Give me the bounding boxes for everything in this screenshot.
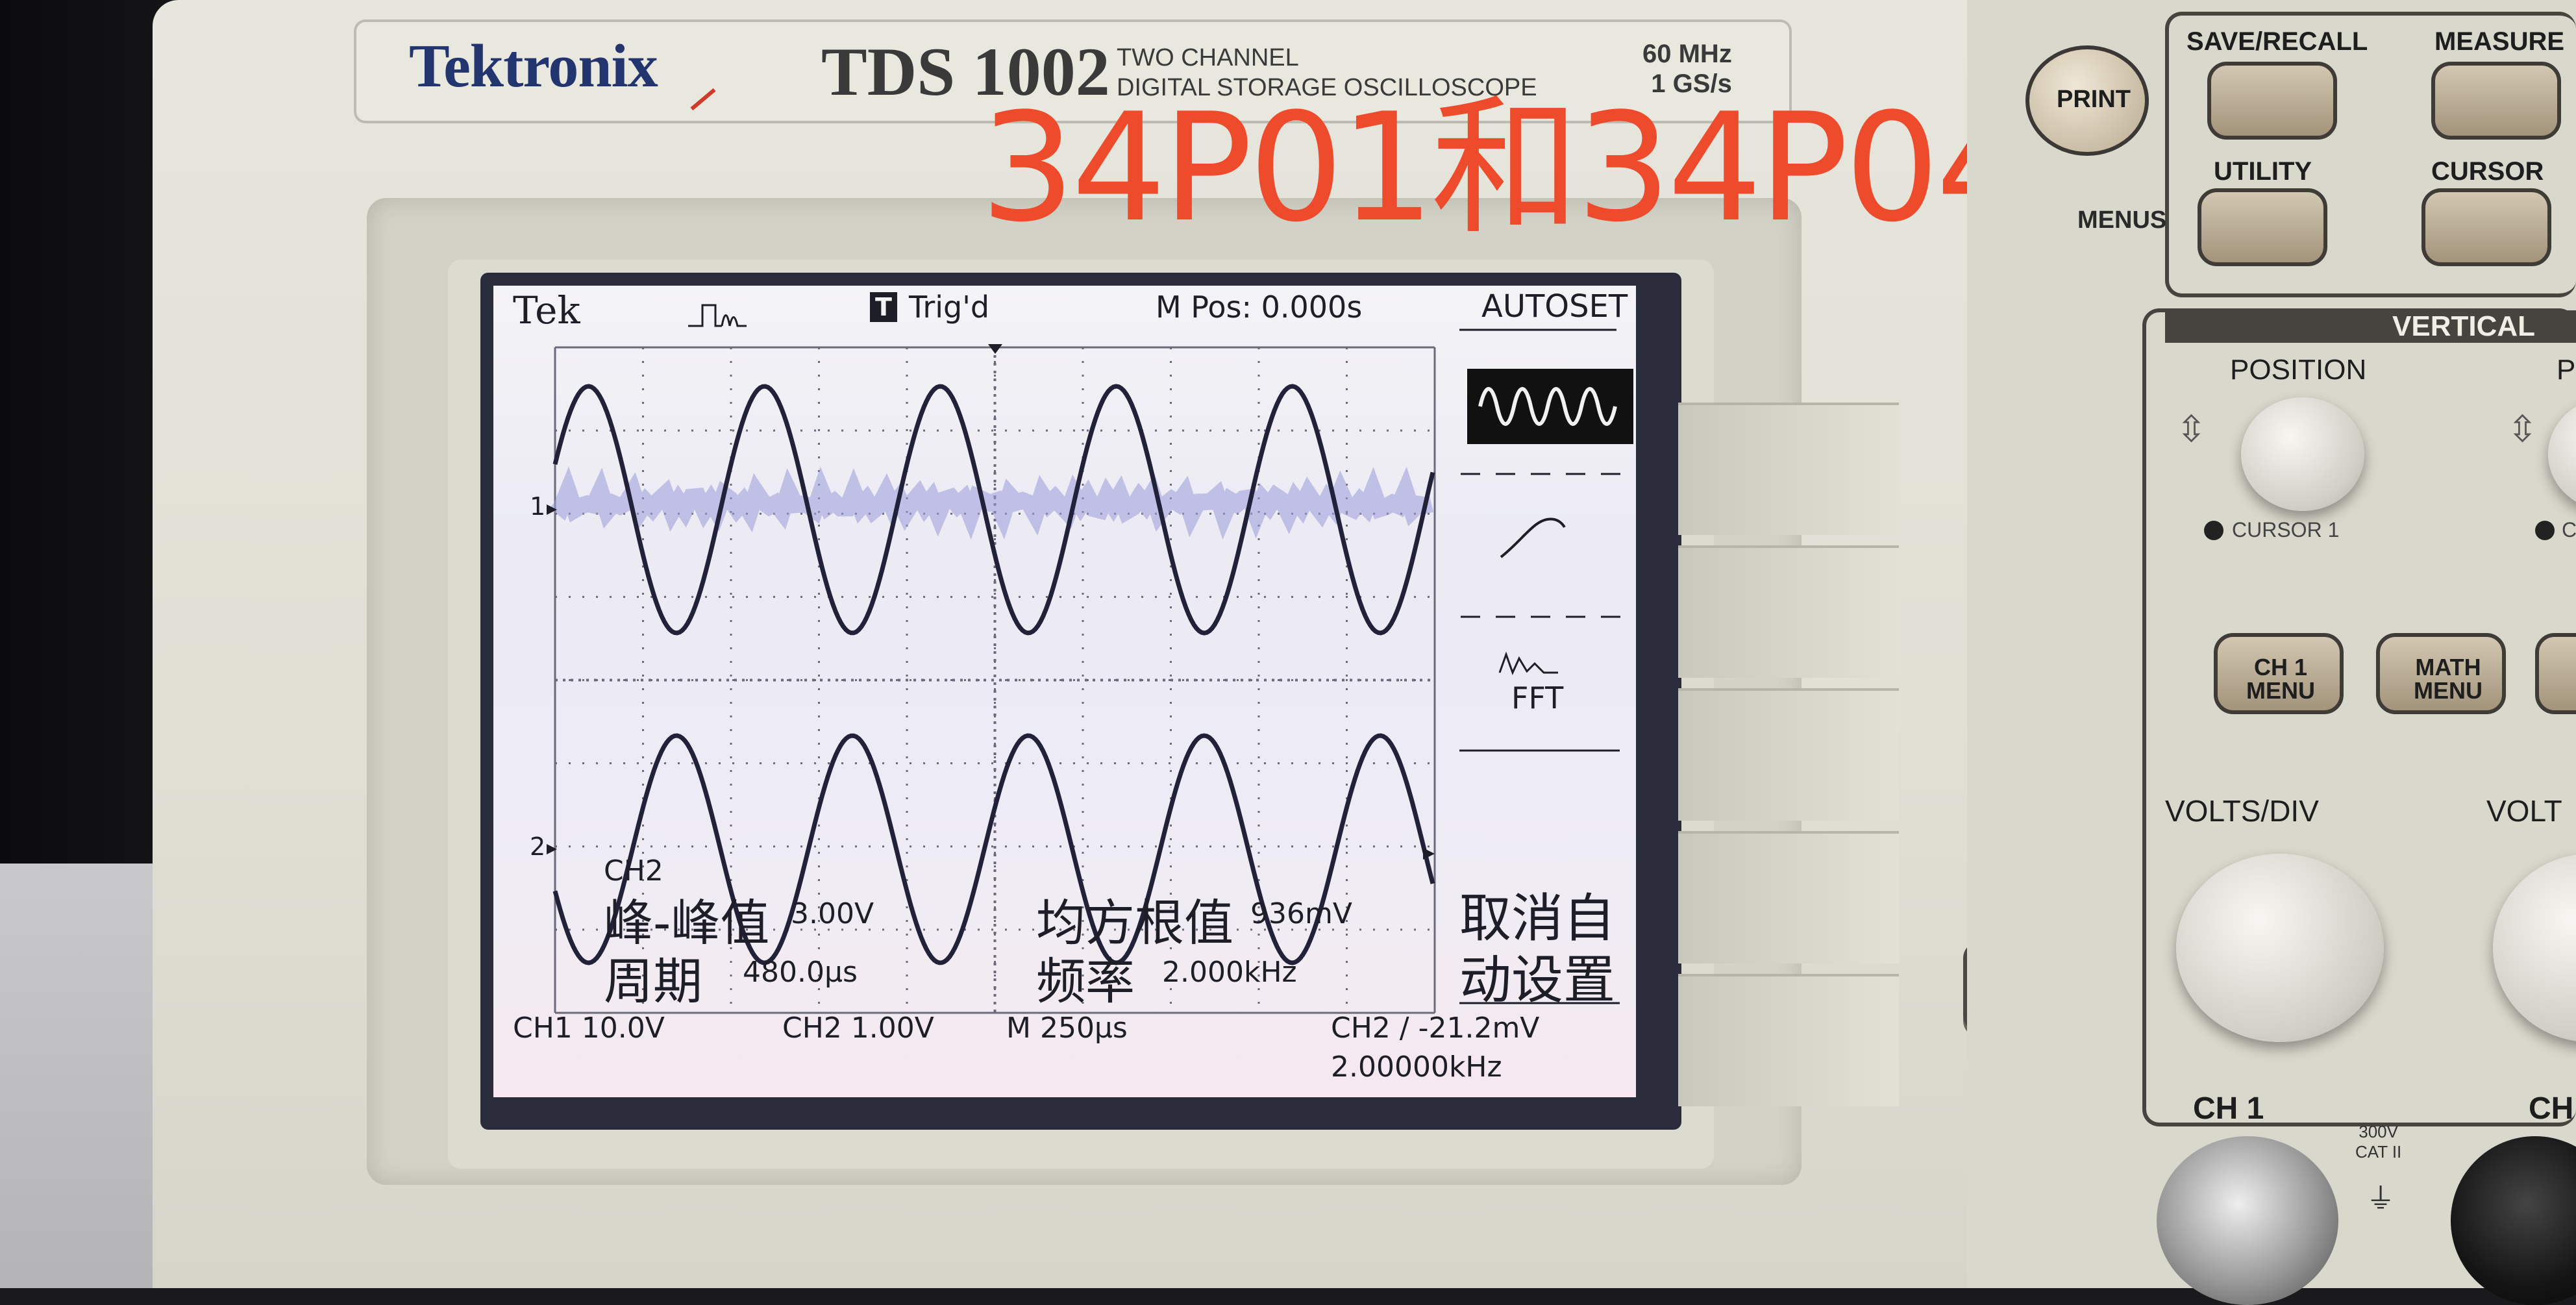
model-number: TDS 1002 xyxy=(821,34,1110,110)
position-label: POSITION xyxy=(2230,354,2367,386)
measure-frequency-label: 频率 xyxy=(1036,952,1135,1010)
vertical-label: VERTICAL xyxy=(2392,310,2535,342)
ch2-trigger-level-marker xyxy=(1423,848,1435,860)
cat-rating-label: 300V CAT II xyxy=(2355,1122,2402,1162)
status-timebase: M 250μs xyxy=(1006,1012,1128,1045)
menus-label: MENUS xyxy=(2077,206,2167,234)
measure-rms-value: 936mV xyxy=(1250,897,1352,930)
menu-option-autoset-waveforms[interactable] xyxy=(1467,369,1633,444)
menu-controls-group xyxy=(2165,12,2576,297)
spec-sample-rate: 1 GS/s xyxy=(1651,69,1732,98)
cursor-label: CURSOR xyxy=(2431,157,2544,186)
ch1-menu-button[interactable] xyxy=(2214,633,2344,714)
measure-button[interactable] xyxy=(2431,62,2561,140)
menu-cancel-autoset-line2[interactable]: 动设置 xyxy=(1459,950,1615,1010)
ch2-menu-button[interactable] xyxy=(2535,633,2576,714)
save-recall-button[interactable] xyxy=(2207,62,2337,140)
ch1-position-knob[interactable] xyxy=(2241,397,2364,511)
math-menu-button[interactable] xyxy=(2376,633,2506,714)
status-trigger-frequency: 2.00000kHz xyxy=(1331,1050,1502,1084)
ch2-ground-marker xyxy=(547,844,557,854)
ch2-bnc-connector[interactable] xyxy=(2451,1136,2576,1305)
model-description-line2: DIGITAL STORAGE OSCILLOSCOPE xyxy=(1117,74,1537,101)
menu-title: AUTOSET xyxy=(1481,288,1628,325)
ch1-input-label: CH 1 xyxy=(2193,1091,2264,1126)
ch1-marker-label: 1 xyxy=(530,492,546,521)
trigger-badge: T xyxy=(870,292,897,322)
horizontal-position: M Pos: 0.000s xyxy=(1156,290,1363,325)
acquisition-mode-icon xyxy=(688,304,747,327)
cursor-button[interactable] xyxy=(2421,188,2551,266)
position-arrows-icon: ⇳ xyxy=(2176,408,2207,449)
screen-brand: Tek xyxy=(513,288,580,332)
menu-icon-multi-cycle xyxy=(1478,387,1617,426)
trigger-position-marker xyxy=(988,344,1002,354)
waveform-canvas xyxy=(547,304,1633,1014)
measure-frequency-value: 2.000kHz xyxy=(1162,956,1297,989)
ch2-input-label: CH 2 xyxy=(2529,1091,2576,1126)
menu-fft-label[interactable]: FFT xyxy=(1511,680,1564,715)
math-menu-label: MATH MENU xyxy=(2414,654,2483,704)
cursor2-label: C xyxy=(2562,518,2576,541)
measure-pk-pk-label: 峰-峰值 xyxy=(604,894,770,952)
position-label-ch2: P xyxy=(2557,354,2576,386)
vertical-header-bar xyxy=(2165,310,2576,343)
status-ch2-scale: CH2 1.00V xyxy=(782,1012,934,1045)
menu-cancel-autoset-line1[interactable]: 取消自 xyxy=(1459,888,1615,949)
volts-div-label: VOLTS/DIV xyxy=(2165,794,2319,828)
menu-slot-2 xyxy=(1678,545,1899,678)
ch1-bnc-connector[interactable] xyxy=(2157,1136,2338,1305)
measure-label: MEASURE xyxy=(2434,27,2565,56)
menu-slot-3 xyxy=(1678,688,1899,821)
ground-symbol-icon: ⏚ xyxy=(2366,1183,2395,1215)
measure-rms-label: 均方根值 xyxy=(1036,894,1233,952)
cursor1-label: CURSOR 1 xyxy=(2232,518,2340,541)
spec-block: 60 MHz 1 GS/s xyxy=(1642,39,1732,99)
ch2-marker-label: 2 xyxy=(530,832,546,861)
ch1-noise-band xyxy=(549,466,1434,540)
menu-icon-single-cycle xyxy=(1500,517,1566,558)
status-ch1-scale: CH1 10.0V xyxy=(513,1012,665,1045)
ch1-menu-label: CH 1 MENU xyxy=(2246,654,2315,704)
ch2-waveform xyxy=(552,733,1435,965)
print-button[interactable] xyxy=(2025,45,2149,156)
utility-label: UTILITY xyxy=(2214,157,2312,186)
model-description-line1: TWO CHANNEL xyxy=(1117,44,1299,71)
menu-slot-4 xyxy=(1678,831,1899,963)
menu-slot-5 xyxy=(1678,974,1899,1106)
print-label: PRINT xyxy=(2057,86,2131,113)
overlay-caption: 34P01和34P04 xyxy=(980,82,2031,255)
cursor1-led-icon xyxy=(2204,521,2223,540)
trigger-status: Trig'd xyxy=(909,290,990,325)
model-description: TWO CHANNEL DIGITAL STORAGE OSCILLOSCOPE xyxy=(1117,43,1537,103)
menu-slot-1 xyxy=(1678,403,1899,535)
save-recall-label: SAVE/RECALL xyxy=(2186,27,2368,56)
header-plate xyxy=(354,19,1792,123)
menu-icon-fft xyxy=(1498,651,1558,675)
position-arrows-icon-ch2: ⇳ xyxy=(2507,408,2538,449)
utility-button[interactable] xyxy=(2198,188,2327,266)
ch1-ground-marker xyxy=(547,504,557,515)
volts-div-label-ch2: VOLT xyxy=(2486,794,2562,828)
status-trigger: CH2 ∕ -21.2mV xyxy=(1331,1012,1540,1045)
cursor2-led-icon xyxy=(2535,521,2555,540)
measure-channel: CH2 xyxy=(604,854,663,888)
measure-period-value: 480.0μs xyxy=(743,956,858,989)
spec-bandwidth: 60 MHz xyxy=(1642,40,1732,68)
brand-logo: Tektronix xyxy=(409,32,658,100)
ch1-volts-div-knob[interactable] xyxy=(2176,854,2384,1042)
measure-pk-pk-value: 3.00V xyxy=(791,897,874,930)
ch1-waveform xyxy=(552,384,1435,636)
measure-period-label: 周期 xyxy=(604,952,702,1010)
oscilloscope-screen: Tek T Trig'd M Pos: 0.000s AUTOSET FFT 取… xyxy=(493,286,1636,1097)
